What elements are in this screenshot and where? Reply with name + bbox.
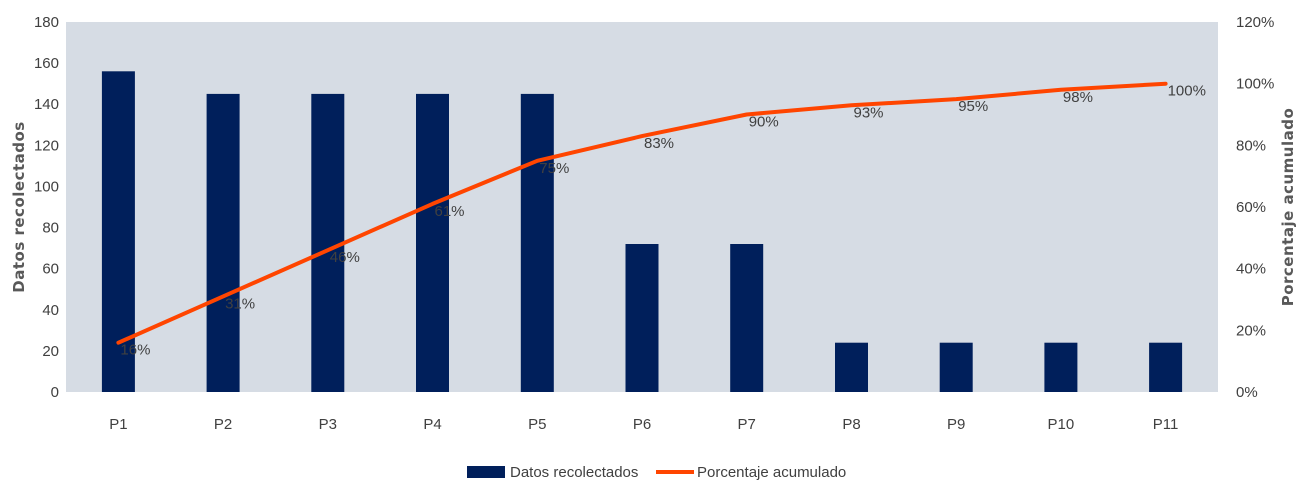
bar-p7	[730, 244, 764, 392]
x-tick-label: P6	[633, 416, 651, 433]
data-label-p5: 75%	[539, 160, 569, 177]
legend-swatch-bar	[467, 466, 505, 478]
y-tick-label: 80	[42, 220, 59, 237]
bar-p6	[625, 244, 659, 392]
y-tick-label: 160	[34, 55, 59, 72]
y-tick-label: 40	[42, 302, 59, 319]
y2-tick-label: 0%	[1236, 384, 1258, 401]
y-tick-label: 20	[42, 343, 59, 360]
data-label-p8: 93%	[854, 104, 884, 121]
y-axis-title: Datos recolectados	[10, 121, 28, 292]
x-tick-label: P2	[214, 416, 232, 433]
data-label-p11: 100%	[1168, 83, 1206, 100]
bar-p9	[939, 342, 973, 392]
data-label-p1: 16%	[120, 342, 150, 359]
legend: Datos recolectados Porcentaje acumulado	[467, 464, 846, 481]
y2-tick-label: 80%	[1236, 137, 1266, 154]
y2-tick-label: 60%	[1236, 199, 1266, 216]
y2-axis-title: Porcentaje acumulado	[1279, 108, 1297, 307]
bar-p10	[1044, 342, 1078, 392]
bar-p8	[835, 342, 868, 392]
bar-p11	[1149, 342, 1183, 392]
cumulative-line	[116, 81, 1168, 345]
x-tick-label: P3	[319, 416, 337, 433]
data-label-p4: 61%	[435, 203, 465, 220]
legend-label-bar: Datos recolectados	[510, 464, 638, 481]
data-label-p7: 90%	[749, 114, 779, 131]
x-tick-label: P8	[842, 416, 860, 433]
y2-tick-label: 40%	[1236, 261, 1266, 278]
data-label-p10: 98%	[1063, 89, 1093, 106]
x-tick-label: P5	[528, 416, 546, 433]
x-tick-label: P7	[738, 416, 756, 433]
x-tick-label: P11	[1153, 416, 1179, 433]
data-label-p9: 95%	[958, 98, 988, 115]
y2-tick-label: 100%	[1236, 76, 1274, 93]
x-tick-label: P4	[423, 416, 441, 433]
y-tick-label: 140	[34, 96, 59, 113]
x-tick-label: P10	[1048, 416, 1075, 433]
y-tick-label: 100	[34, 178, 59, 195]
axis-ticks: 0 20 40 60 80 100 120 140 160 180 0% 20% 40% 60% 80% 10…	[34, 14, 1274, 433]
bar-p4	[416, 93, 449, 393]
line-series: 16% 31% 46% 61% 75% 83% 90% 93% 95% 98% 100%	[116, 81, 1206, 359]
bar-p3	[311, 93, 345, 393]
legend-label-line: Porcentaje acumulado	[697, 464, 846, 481]
y-tick-label: 180	[34, 14, 59, 31]
y2-tick-label: 20%	[1236, 322, 1266, 339]
x-tick-label: P1	[109, 416, 127, 433]
y2-tick-label: 120%	[1236, 14, 1274, 31]
data-label-p6: 83%	[644, 135, 674, 152]
y-tick-label: 120	[34, 137, 59, 154]
bar-p2	[206, 93, 240, 393]
bar-series	[101, 71, 1183, 393]
data-label-p3: 46%	[330, 249, 360, 266]
y-tick-label: 60	[42, 261, 59, 278]
data-label-p2: 31%	[225, 295, 255, 312]
y-tick-label: 0	[51, 384, 59, 401]
bar-p5	[520, 93, 554, 393]
x-tick-label: P9	[947, 416, 965, 433]
